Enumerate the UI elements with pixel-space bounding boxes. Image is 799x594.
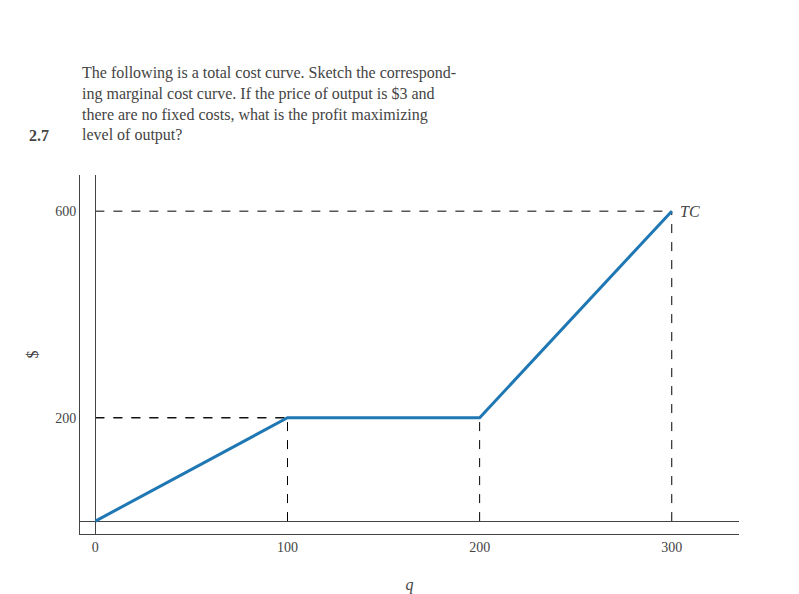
svg-text:100: 100 (277, 540, 298, 555)
svg-text:0: 0 (92, 540, 99, 555)
svg-text:300: 300 (661, 540, 682, 555)
svg-text:The following is a total cost: The following is a total cost curve. Ske… (82, 64, 456, 144)
svg-text:$: $ (24, 351, 41, 359)
svg-text:2.7: 2.7 (29, 127, 49, 144)
svg-text:200: 200 (55, 411, 76, 426)
svg-text:200: 200 (469, 540, 490, 555)
svg-text:600: 600 (55, 204, 76, 219)
svg-text:TC: TC (680, 203, 700, 220)
svg-text:q: q (406, 576, 414, 594)
